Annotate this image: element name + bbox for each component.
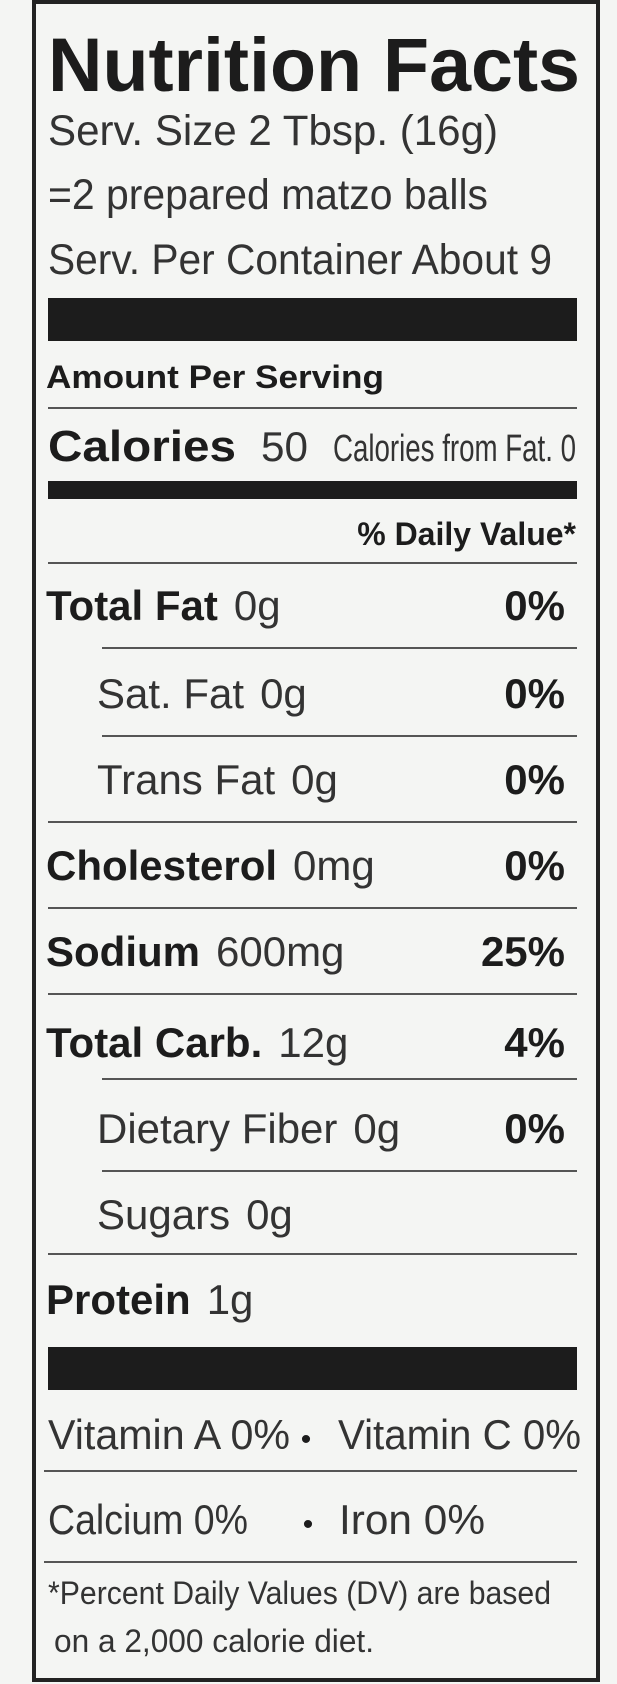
nutrient-row: Sugars 0g	[97, 1191, 293, 1238]
vitamin-item: Iron 0%	[339, 1496, 485, 1543]
nutrient-name: Sugars	[97, 1191, 230, 1238]
nutrient-name: Total Carb.	[46, 1019, 262, 1066]
rule-line	[48, 562, 577, 564]
nutrient-percent: 0%	[504, 670, 565, 717]
nutrient-row: Dietary Fiber 0g	[97, 1105, 400, 1152]
nutrient-row: Protein 1g	[46, 1276, 253, 1323]
nutrient-row: Cholesterol 0mg	[46, 842, 375, 889]
nutrient-name: Protein	[46, 1276, 191, 1323]
nutrient-row: Sat. Fat 0g	[97, 670, 307, 717]
nutrient-amount: 0g	[291, 756, 338, 803]
nutrient-name: Trans Fat	[97, 756, 275, 803]
nutrient-amount: 0g	[246, 1191, 293, 1238]
nutrient-amount: 0g	[353, 1105, 400, 1152]
rule-line	[44, 1561, 577, 1563]
nutrient-row: Total Fat 0g	[46, 582, 281, 629]
label-border	[32, 0, 600, 1682]
rule-line	[102, 1078, 577, 1080]
title: Nutrition Facts	[48, 23, 580, 108]
rule-line	[48, 1253, 577, 1255]
nutrient-row: Sodium 600mg	[46, 928, 344, 975]
rule-line	[48, 907, 577, 909]
nutrient-name: Total Fat	[46, 582, 218, 629]
vitamin-item: Vitamin C 0%	[338, 1411, 581, 1458]
bullet: •	[301, 1423, 312, 1456]
nutrient-amount: 1g	[207, 1276, 254, 1323]
nutrient-percent: 0%	[504, 756, 565, 803]
rule-line	[48, 993, 577, 995]
rule-line	[102, 735, 577, 737]
nutrient-name: Cholesterol	[46, 842, 277, 889]
nutrient-name: Sat. Fat	[97, 670, 244, 717]
rule-line	[102, 647, 577, 649]
rule-bar	[48, 298, 577, 341]
nutrient-amount: 0mg	[293, 842, 375, 889]
amount-per-serving: Amount Per Serving	[46, 359, 384, 395]
serving-note: =2 prepared matzo balls	[48, 171, 488, 219]
nutrient-percent: 25%	[481, 928, 565, 975]
nutrient-amount: 600mg	[216, 928, 344, 975]
nutrient-amount: 0g	[234, 582, 281, 629]
rule-line	[44, 1470, 577, 1472]
nutrient-percent: 0%	[504, 842, 565, 889]
rule-line	[48, 821, 577, 823]
rule-bar	[48, 1347, 577, 1390]
nutrient-amount: 12g	[278, 1019, 348, 1066]
nutrient-percent: 4%	[504, 1019, 565, 1066]
daily-value-header: % Daily Value*	[357, 516, 576, 552]
nutrient-percent: 0%	[504, 1105, 565, 1152]
nutrient-row: Total Carb. 12g	[46, 1019, 348, 1066]
nutrient-row: Trans Fat 0g	[97, 756, 338, 803]
nutrient-name: Dietary Fiber	[97, 1105, 337, 1152]
footnote: on a 2,000 calorie diet.	[54, 1623, 374, 1659]
calories-value: 50	[261, 423, 308, 470]
vitamin-item: Calcium 0%	[48, 1496, 248, 1543]
nutrient-amount: 0g	[260, 670, 307, 717]
rule-line	[102, 1170, 577, 1172]
rule-bar	[48, 481, 577, 499]
nutrient-percent: 0%	[504, 582, 565, 629]
nutrient-name: Sodium	[46, 928, 200, 975]
calories-from-fat: Calories from Fat. 0	[333, 428, 576, 470]
servings-per-container: Serv. Per Container About 9	[48, 236, 552, 284]
bullet: •	[303, 1508, 314, 1541]
rule-line	[48, 407, 577, 409]
vitamin-item: Vitamin A 0%	[48, 1411, 290, 1458]
calories-label: Calories	[48, 422, 236, 471]
footnote: *Percent Daily Values (DV) are based	[48, 1575, 551, 1611]
serving-size: Serv. Size 2 Tbsp. (16g)	[48, 107, 498, 155]
